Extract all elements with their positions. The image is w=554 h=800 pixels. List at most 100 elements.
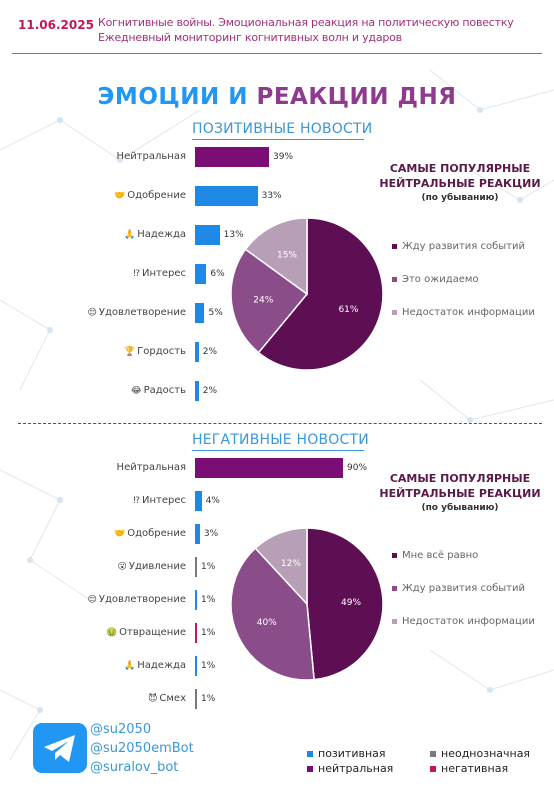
bar-value-label: 6% (210, 269, 225, 279)
emotion-icon: 😌 (87, 308, 97, 318)
bar-value-label: 3% (203, 529, 219, 539)
legend-swatch (392, 585, 397, 591)
pie-value-label: 61% (338, 305, 358, 315)
emotion-icon: 🤢 (105, 628, 118, 638)
legend-text: Недостаток информации (402, 616, 535, 627)
legend-swatch-positive (307, 751, 313, 757)
bar-value-label: 1% (201, 694, 216, 704)
pie-legend-item: Это ожидаемо (392, 273, 542, 286)
bar-label: 🤢 Отвращение (106, 625, 186, 641)
legend-key-ambiguous: неоднозначная (430, 747, 530, 760)
bar-label-text: Нейтральная (116, 151, 186, 162)
section-title-negative: НЕГАТИВНЫЕ НОВОСТИ (192, 432, 369, 448)
bar-label: Нейтральная (117, 460, 186, 476)
emotion-icon: 🤝 (114, 529, 126, 539)
pie-legend-item: Мне всё равно (392, 549, 542, 562)
legend-label-neutral: нейтральная (318, 762, 394, 775)
bar-label-text: Надежда (137, 660, 186, 671)
bar-value-label: 1% (201, 595, 216, 605)
bar-value-label: 13% (223, 230, 244, 240)
legend-swatch (392, 309, 397, 315)
page-title-part1: ЭМОЦИИ И (97, 84, 257, 110)
pie-legend-item: Жду развития событий (392, 582, 542, 595)
bar-label-text: Радость (143, 385, 186, 396)
bar (195, 225, 220, 245)
handle-link-1[interactable]: @su2050 (90, 722, 152, 737)
popular-reactions-sub-positive: (по убыванию) (421, 193, 499, 203)
legend-text: Недостаток информации (402, 307, 535, 318)
pie-legend-item: Недостаток информации (392, 615, 542, 628)
bar-label-text: Надежда (137, 229, 186, 240)
pie-value-label: 15% (277, 251, 297, 261)
bar-label-text: Интерес (142, 495, 186, 506)
bar (195, 491, 202, 511)
bar-label-text: Гордость (137, 346, 186, 357)
legend-swatch (392, 618, 397, 624)
legend-swatch-neutral (307, 766, 313, 772)
bar (195, 623, 197, 643)
bar (195, 524, 200, 544)
bar-label-text: Удовлетворение (98, 307, 186, 318)
pie-legend-item: Недостаток информации (392, 306, 542, 319)
popular-reactions-title-negative: САМЫЕ ПОПУЛЯРНЫЕ НЕЙТРАЛЬНЫЕ РЕАКЦИИ (379, 472, 541, 500)
bar (195, 303, 205, 323)
bar (195, 656, 197, 676)
page-title: ЭМОЦИИ И РЕАКЦИИ ДНЯ (0, 84, 554, 110)
emotion-icon: 😈 (148, 694, 158, 704)
legend-label-ambiguous: неоднозначная (441, 747, 531, 760)
header-subtitle-1: Когнитивные войны. Эмоциональная реакция… (98, 16, 514, 29)
bar-label: 🏆 Гордость (124, 344, 186, 360)
pie-value-label: 24% (253, 296, 273, 306)
bar (195, 557, 197, 577)
handle-link-3[interactable]: @suralov_bot (90, 760, 179, 775)
pie-slice (254, 527, 308, 606)
bar-label: Нейтральная (117, 149, 186, 165)
bar-value-label: 4% (205, 496, 220, 506)
legend-text: Жду развития событий (402, 583, 525, 594)
bar (195, 590, 197, 610)
bar-label-text: Отвращение (119, 627, 186, 638)
legend-label-negative: негативная (441, 762, 509, 775)
bar-label-text: Удовлетворение (98, 594, 186, 605)
legend-swatch (392, 243, 397, 249)
popular-reactions-title-positive: САМЫЕ ПОПУЛЯРНЫЕ НЕЙТРАЛЬНЫЕ РЕАКЦИИ (379, 162, 541, 190)
emotion-icon: 🙏 (124, 661, 136, 671)
bar-value-label: 1% (201, 661, 216, 671)
legend-key-negative: негативная (430, 762, 508, 775)
emotion-icon: 😌 (87, 595, 97, 605)
bar-label-text: Смех (159, 693, 186, 704)
bar-label-text: Интерес (142, 268, 186, 279)
bar (195, 186, 258, 206)
header-subtitle-2: Ежедневный мониторинг когнитивных волн и… (98, 31, 402, 44)
section-divider (18, 423, 542, 424)
bar-label: 🙏 Надежда (124, 227, 186, 243)
bar-label: 😈 Смех (148, 691, 186, 707)
pie-value-label: 12% (281, 559, 301, 569)
handle-link-2[interactable]: @su2050emBot (90, 741, 194, 756)
popular-reactions-sub-negative: (по убыванию) (421, 503, 499, 513)
legend-text: Это ожидаемо (402, 274, 479, 285)
legend-text: Мне всё равно (402, 550, 479, 561)
legend-key-positive: позитивная (307, 747, 386, 760)
bar-label: ⁉ Интерес (133, 493, 186, 509)
emotion-icon: ⁉ (133, 496, 140, 506)
bar-label-text: Нейтральная (116, 462, 186, 473)
emotion-icon: 🙏 (124, 230, 136, 240)
pie-slice (257, 217, 384, 371)
pie-value-label: 49% (341, 598, 361, 608)
bar (195, 147, 269, 167)
pie-chart-positive: 61% 24% 15% (230, 217, 384, 371)
emotion-icon: 😂 (131, 386, 142, 396)
telegram-icon[interactable] (33, 723, 87, 773)
legend-label-positive: позитивная (318, 747, 386, 760)
bar-value-label: 2% (202, 347, 218, 357)
emotion-icon: 😮 (117, 562, 127, 572)
bar (195, 458, 343, 478)
bar (195, 342, 199, 362)
bar (195, 264, 207, 284)
section-title-positive: ПОЗИТИВНЫЕ НОВОСТИ (192, 121, 373, 137)
bar (195, 689, 197, 709)
bar-label: 😌 Удовлетворение (88, 592, 186, 608)
bar-label: 🙏 Надежда (124, 658, 186, 674)
bar-label-text: Одобрение (127, 190, 186, 201)
